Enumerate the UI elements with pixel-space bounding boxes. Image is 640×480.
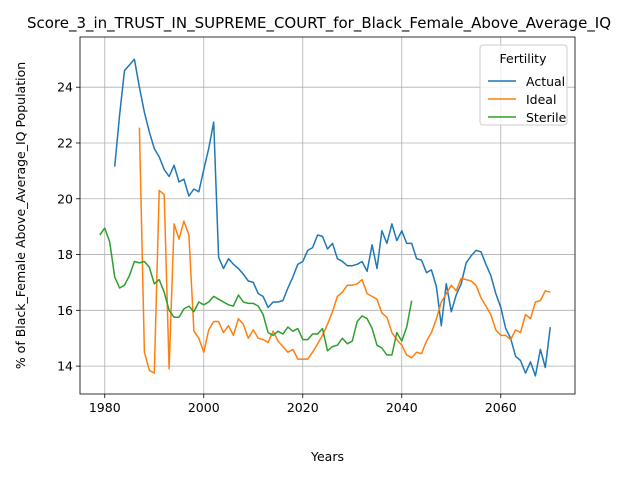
y-tick-label: 22 (57, 135, 73, 150)
legend: Fertility Actual Ideal Sterile (479, 44, 568, 126)
series-line-actual (113, 58, 552, 377)
y-axis: 14 16 18 20 22 24 (57, 80, 80, 374)
plot-frame (79, 36, 576, 395)
y-tick-label: 20 (57, 191, 73, 206)
x-tick-label: 2060 (485, 400, 517, 415)
legend-title: Fertility (500, 51, 548, 66)
y-tick-label: 14 (57, 359, 73, 374)
x-axis: 1980 2000 2020 2040 2060 (89, 394, 517, 415)
legend-box (479, 44, 568, 126)
y-tick-label: 16 (57, 303, 73, 318)
x-axis-label: Years (310, 449, 344, 464)
x-tick-label: 1980 (89, 400, 121, 415)
series-line-ideal (138, 127, 551, 374)
chart-title: Score_3_in_TRUST_IN_SUPREME_COURT_for_Bl… (27, 14, 611, 33)
legend-label-sterile: Sterile (526, 110, 567, 125)
series-line-sterile (99, 227, 413, 356)
x-tick-label: 2000 (188, 400, 220, 415)
legend-label-actual: Actual (526, 74, 565, 89)
x-tick-label: 2020 (287, 400, 319, 415)
y-tick-label: 24 (57, 80, 73, 95)
y-tick-label: 18 (57, 247, 73, 262)
x-tick-label: 2040 (386, 400, 418, 415)
legend-label-ideal: Ideal (526, 92, 556, 107)
y-axis-label: % of Black_Female Above_Average_IQ Popul… (13, 62, 28, 369)
plot-area (99, 58, 552, 377)
